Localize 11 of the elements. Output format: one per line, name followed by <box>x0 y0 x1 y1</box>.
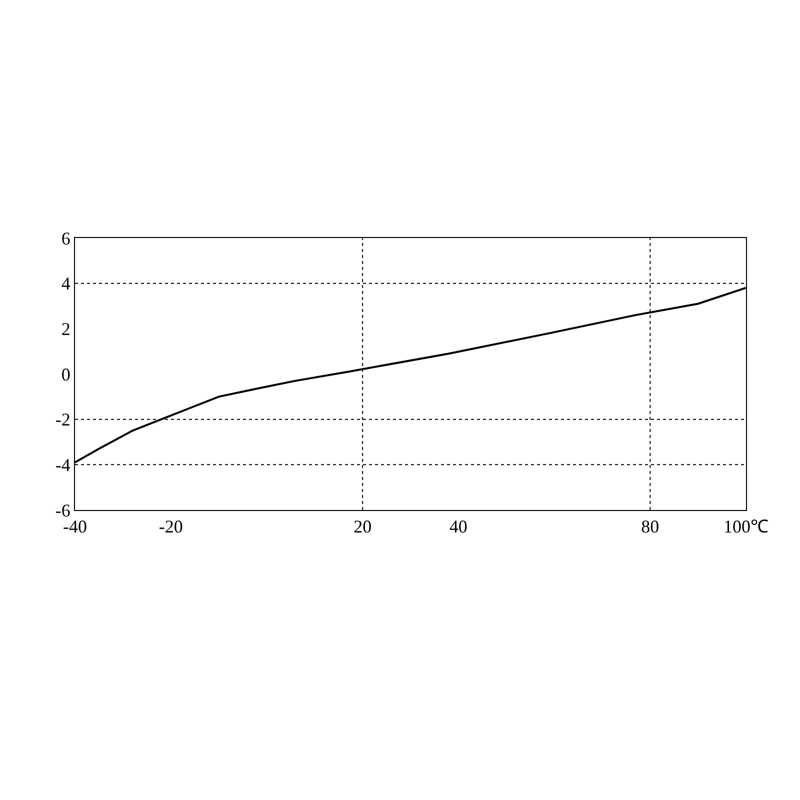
x-tick-label: 20 <box>354 516 372 537</box>
y-tick-label: 2 <box>61 318 70 339</box>
x-tick-label: 40 <box>449 516 468 537</box>
y-tick-label: -2 <box>55 410 70 430</box>
x-tick-label: 100℃ <box>724 516 768 537</box>
y-tick-label: 0 <box>61 364 70 384</box>
x-tick-label: -20 <box>158 516 183 537</box>
x-tick-label: 80 <box>641 516 660 537</box>
y-tick-label: 6 <box>61 228 70 248</box>
y-tick-label: -4 <box>55 454 70 475</box>
y-tick-label: 4 <box>61 274 70 294</box>
